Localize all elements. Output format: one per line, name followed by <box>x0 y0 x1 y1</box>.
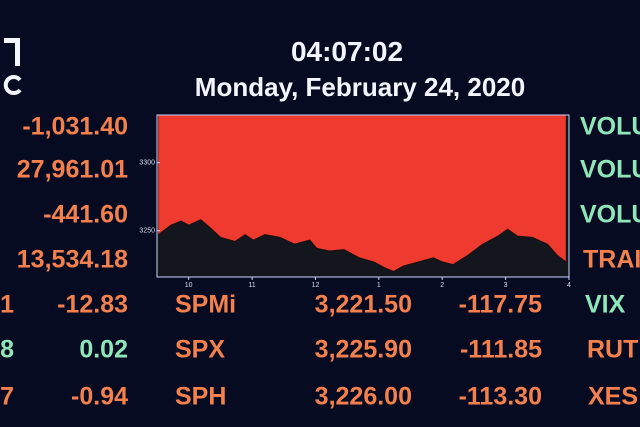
cell: 1 <box>0 290 14 319</box>
logo-mark <box>4 38 20 66</box>
date: Monday, February 24, 2020 <box>194 72 526 102</box>
plot-frame <box>156 114 570 278</box>
x-tick-label: 3 <box>504 282 508 289</box>
logo <box>3 38 22 95</box>
change: -111.85 <box>459 335 542 364</box>
cell: 7 <box>0 382 14 411</box>
right-label: VOLU <box>580 200 640 229</box>
change: -117.75 <box>458 290 542 319</box>
x-tick-label: 10 <box>185 282 193 289</box>
x-tick-label: 1 <box>377 282 381 289</box>
right-label: TRAI <box>583 245 640 274</box>
right-label: VOLU <box>580 112 640 141</box>
price: 3,226.00 <box>314 382 412 411</box>
price: 3,221.50 <box>314 290 412 319</box>
change: -113.30 <box>458 382 542 411</box>
ticker: RUT <box>587 335 639 364</box>
index-value: 13,534.18 <box>16 245 128 274</box>
clock-time: 04:07:02 <box>290 36 404 67</box>
cell: 8 <box>0 335 14 364</box>
cell: -0.94 <box>71 382 128 411</box>
ticker: SPX <box>175 335 226 364</box>
ticker: XES <box>588 382 639 411</box>
ticker: VIX <box>585 290 626 319</box>
logo-mark <box>3 75 22 95</box>
y-tick-label: 3300 <box>139 159 155 166</box>
y-tick-label: 3250 <box>139 228 155 235</box>
area <box>158 115 566 272</box>
x-tick-label: 12 <box>312 282 320 289</box>
line <box>157 219 567 273</box>
x-tick-label: 2 <box>440 282 444 289</box>
x-tick-label: 4 <box>567 282 571 289</box>
right-label: VOLU <box>580 155 640 184</box>
x-tick-label: 11 <box>248 282 255 289</box>
index-change: -1,031.40 <box>22 112 128 141</box>
index-value: 27,961.01 <box>16 155 128 184</box>
cell: 0.02 <box>79 335 128 364</box>
index-change: -441.60 <box>43 200 128 229</box>
ticker: SPMi <box>175 290 237 319</box>
cell: -12.83 <box>57 290 128 319</box>
ticker: SPH <box>175 382 227 411</box>
price: 3,225.90 <box>314 335 412 364</box>
